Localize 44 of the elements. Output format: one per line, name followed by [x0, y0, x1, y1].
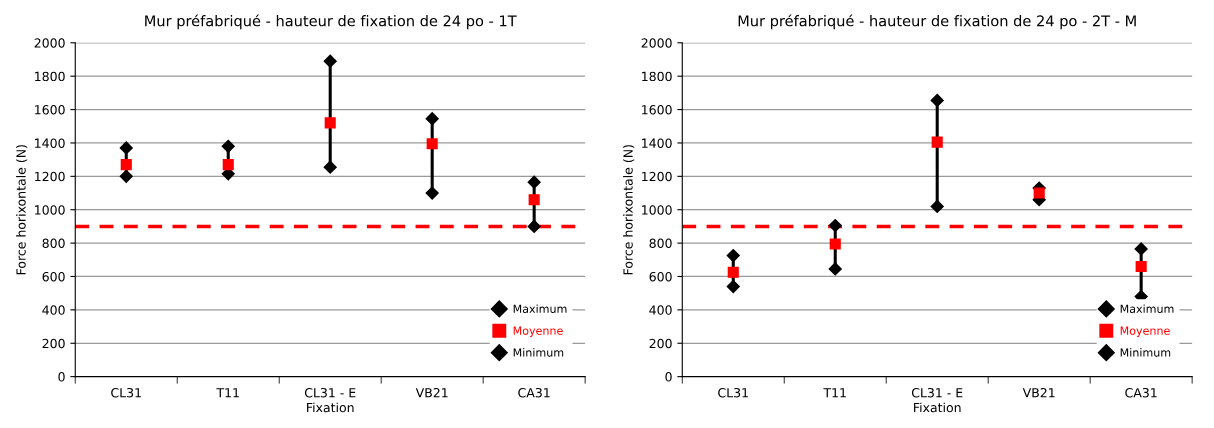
x-tick-label: VB21 — [1022, 387, 1055, 398]
legend-label: Moyenne — [513, 326, 563, 337]
y-tick-label: 1000 — [642, 205, 672, 215]
chart-title: Mur préfabriqué - hauteur de fixation de 24 po - 2T - M — [738, 14, 1136, 30]
y-tick-label: 200 — [649, 338, 672, 349]
y-tick-label: 2000 — [641, 38, 672, 48]
legend-label: Minimum — [1120, 348, 1171, 357]
y-tick-label: 1200 — [642, 171, 672, 182]
x-tick-label: VB21 — [415, 387, 448, 398]
y-axis-title: Force horixontale (N) — [16, 145, 28, 275]
x-tick-label: CL31 — [718, 387, 748, 398]
y-tick-label: 1000 — [35, 205, 65, 215]
y-tick-label: 0 — [665, 372, 672, 382]
y-tick-label: 1600 — [35, 105, 65, 115]
y-axis-title: Force horixontale (N) — [623, 145, 635, 275]
y-tick-label: 1600 — [642, 105, 672, 115]
legend-label: Minimum — [513, 348, 564, 357]
x-tick-label: CL31 - E — [304, 387, 356, 398]
y-tick-label: 800 — [649, 238, 672, 249]
legend-label: Moyenne — [1120, 326, 1170, 337]
chart-title: Mur préfabriqué - hauteur de fixation de 24 po - 1T — [145, 14, 517, 30]
y-tick-label: 0 — [58, 372, 65, 382]
y-tick-label: 1400 — [642, 138, 672, 148]
y-tick-label: 2000 — [34, 38, 65, 48]
x-tick-label: CL31 - E — [911, 387, 963, 398]
y-tick-label: 1800 — [35, 71, 65, 82]
y-tick-label: 600 — [649, 271, 672, 282]
legend-label: Maximum — [513, 304, 567, 313]
x-tick-label: CL31 — [111, 387, 141, 398]
y-tick-label: 600 — [42, 271, 65, 282]
y-tick-label: 1800 — [642, 71, 672, 82]
x-tick-label: CA31 — [1125, 387, 1157, 398]
x-tick-label: CA31 — [518, 387, 550, 398]
x-axis-title: Fixation — [914, 402, 961, 413]
legend-label: Maximum — [1120, 304, 1174, 313]
y-tick-label: 400 — [649, 305, 672, 315]
y-tick-label: 800 — [42, 238, 65, 249]
x-axis-title: Fixation — [307, 402, 354, 413]
y-tick-label: 1400 — [35, 138, 65, 148]
x-tick-label: T11 — [823, 388, 846, 398]
y-tick-label: 400 — [42, 305, 65, 315]
y-tick-label: 1200 — [35, 171, 65, 182]
y-tick-label: 200 — [42, 338, 65, 349]
x-tick-label: T11 — [216, 388, 239, 398]
